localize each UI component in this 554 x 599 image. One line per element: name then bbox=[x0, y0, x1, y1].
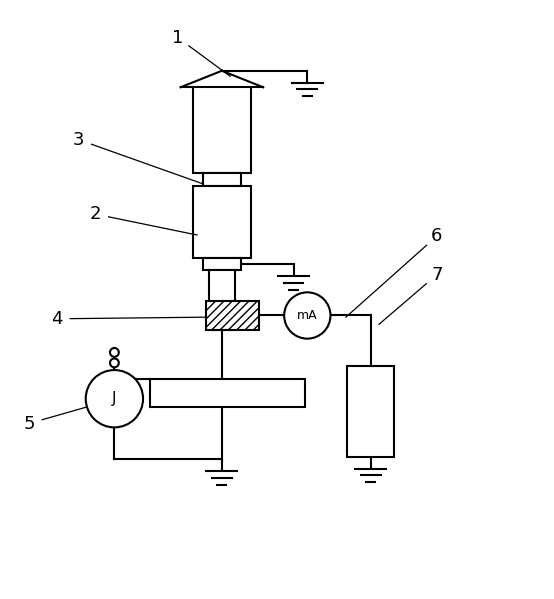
Bar bbox=[193, 87, 251, 173]
Circle shape bbox=[284, 292, 331, 338]
Text: 1: 1 bbox=[172, 29, 183, 47]
Circle shape bbox=[86, 370, 143, 427]
Text: 2: 2 bbox=[89, 205, 101, 223]
Bar bbox=[209, 270, 235, 330]
Text: 4: 4 bbox=[51, 310, 62, 328]
Bar bbox=[203, 173, 241, 186]
Text: 6: 6 bbox=[431, 227, 443, 245]
Bar bbox=[347, 365, 394, 456]
Text: 7: 7 bbox=[431, 266, 443, 284]
Bar bbox=[150, 379, 305, 407]
Bar bbox=[193, 186, 251, 258]
Text: mA: mA bbox=[297, 309, 317, 322]
Bar bbox=[207, 301, 259, 330]
Circle shape bbox=[110, 348, 119, 357]
Text: J: J bbox=[112, 391, 117, 406]
Text: 3: 3 bbox=[73, 131, 84, 149]
Text: 5: 5 bbox=[23, 415, 35, 432]
Bar bbox=[203, 258, 241, 270]
Circle shape bbox=[110, 358, 119, 367]
